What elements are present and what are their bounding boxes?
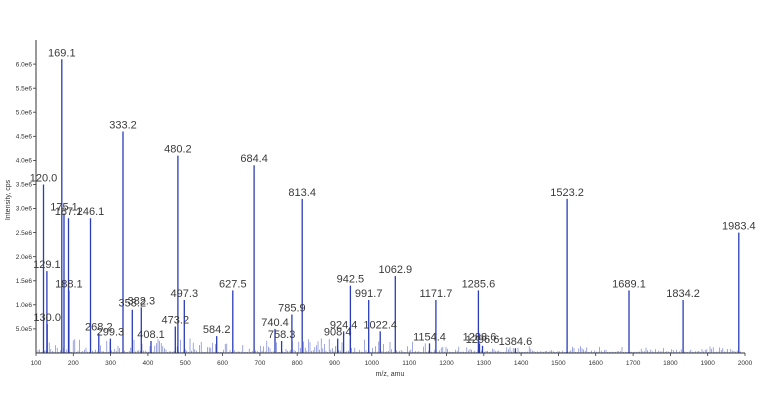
peak-label: 480.2 [164, 144, 192, 156]
y-tick-label: 1.0e6 [16, 302, 33, 309]
x-tick-label: 1200 [439, 360, 454, 367]
x-tick-label: 1900 [700, 360, 715, 367]
x-tick-label: 200 [68, 360, 79, 367]
x-tick-label: 2000 [738, 360, 753, 367]
x-tick-label: 900 [329, 360, 340, 367]
peak-label: 129.1 [33, 259, 61, 271]
x-tick-label: 600 [217, 360, 228, 367]
y-axis-title: Intensity, cps [5, 179, 12, 220]
x-tick-label: 100 [31, 360, 42, 367]
peak-label: 299.3 [97, 327, 125, 339]
peak-label: 333.2 [109, 120, 137, 132]
peak-label: 187.1 [55, 206, 83, 218]
peak-label: 1285.6 [462, 278, 496, 290]
peak-label: 1062.9 [378, 264, 412, 276]
peak-label: 991.7 [355, 288, 383, 300]
peak-label: 120.0 [30, 173, 58, 185]
x-tick-label: 300 [105, 360, 116, 367]
x-tick-label: 1400 [514, 360, 529, 367]
peak-label: 942.5 [337, 274, 365, 286]
peak-label: 627.5 [219, 278, 247, 290]
peak-label: 584.2 [203, 324, 231, 336]
axes [35, 40, 745, 354]
y-tick-label: 4.5e6 [16, 134, 33, 141]
peak-label: 169.1 [48, 47, 76, 59]
y-tick-label: 5.5e6 [16, 85, 33, 92]
baseline-noise [37, 338, 741, 353]
peak-label: 382.3 [128, 295, 156, 307]
peak-label: 908.4 [324, 327, 352, 339]
x-tick-label: 400 [142, 360, 153, 367]
x-tick-label: 1100 [402, 360, 416, 367]
x-tick-label: 800 [292, 360, 303, 367]
spectrum-peaks [42, 59, 740, 353]
x-tick-label: 1500 [551, 360, 566, 367]
y-tick-label: 6.0e6 [16, 61, 33, 68]
peak-label: 1154.4 [413, 331, 446, 343]
peak-label: 130.0 [33, 312, 61, 324]
peak-label: 1022.4 [363, 319, 397, 331]
x-axis-title: m/z, amu [376, 371, 405, 378]
x-tick-label: 1600 [588, 360, 603, 367]
peak-label: 268.2 [85, 322, 113, 334]
x-axis-ticks: 100 200 300 400 500 600 700 800 900 1000 1100 1200 1… [31, 353, 753, 367]
peak-label: 175.1 [50, 201, 78, 213]
peak-label: 1523.2 [550, 187, 584, 199]
x-tick-label: 500 [180, 360, 191, 367]
y-tick-label: 3.5e6 [16, 182, 33, 189]
peak-label: 924.4 [330, 319, 358, 331]
peak-label: 684.4 [240, 153, 268, 165]
peak-label: 1288.6 [463, 331, 497, 343]
x-tick-label: 1800 [663, 360, 678, 367]
y-tick-label: 5.0e6 [16, 109, 33, 116]
x-tick-label: 1700 [626, 360, 641, 367]
peak-label: 1689.1 [612, 278, 646, 290]
y-tick-label: 2.0e6 [16, 254, 33, 261]
peak-label: 758.3 [268, 329, 296, 341]
peak-label: 473.2 [162, 315, 190, 327]
peak-label: 1983.4 [722, 221, 756, 233]
peak-label: 813.4 [288, 187, 316, 199]
peak-label: 497.3 [171, 288, 199, 300]
x-tick-label: 1000 [365, 360, 380, 367]
peak-label: 358.2 [119, 298, 147, 310]
peak-label: 785.9 [278, 303, 306, 315]
x-tick-label: 700 [254, 360, 265, 367]
x-tick-label: 1300 [477, 360, 492, 367]
y-tick-label: 4.0e6 [16, 158, 33, 165]
y-tick-label: 5.0e5 [16, 326, 33, 333]
peak-label: 246.1 [77, 206, 105, 218]
y-tick-label: 3.0e6 [16, 206, 33, 213]
peak-label: 1171.7 [419, 288, 452, 300]
y-axis-ticks: 5.0e5 1.0e6 1.5e6 2.0e6 2.5e6 3.0e6 3.5e6 4.0e6… [16, 61, 36, 333]
peak-label: 1296.6 [466, 334, 500, 346]
peak-label: 740.4 [261, 317, 289, 329]
peak-label: 188.1 [55, 278, 83, 290]
peak-label: 1834.2 [666, 288, 700, 300]
peak-label: 1384.6 [499, 336, 533, 348]
y-tick-label: 1.5e6 [16, 278, 33, 285]
peak-label: 408.1 [137, 329, 165, 341]
y-tick-label: 2.5e6 [16, 230, 33, 237]
